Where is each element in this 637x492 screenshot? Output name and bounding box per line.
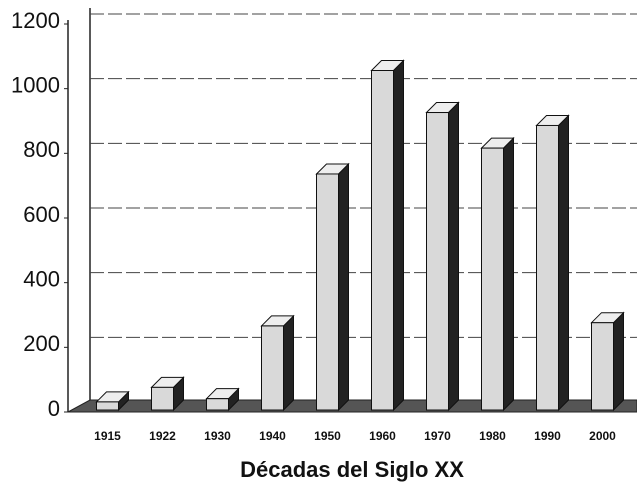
x-tick-label: 1922 [149, 429, 176, 443]
y-tick-label: 800 [23, 137, 60, 162]
y-tick-label: 0 [48, 396, 60, 421]
y-tick-label: 600 [23, 202, 60, 227]
x-tick-label: 1980 [479, 429, 506, 443]
x-tick-label: 1990 [534, 429, 561, 443]
x-tick-label: 2000 [589, 429, 616, 443]
bar-side [283, 314, 294, 412]
bar [371, 70, 394, 411]
bar [591, 322, 614, 411]
bar-side [503, 136, 514, 412]
bar [151, 386, 174, 411]
bar [536, 124, 559, 411]
bar-side [558, 114, 569, 412]
y-tick-label: 1000 [11, 72, 60, 97]
x-tick-label: 1930 [204, 429, 231, 443]
x-tick-label: 1970 [424, 429, 451, 443]
bar [261, 325, 284, 411]
bar [481, 147, 504, 411]
x-axis-title: Décadas del Siglo XX [240, 457, 464, 482]
y-tick-label: 200 [23, 331, 60, 356]
x-tick-label: 1950 [314, 429, 341, 443]
x-tick-label: 1915 [94, 429, 121, 443]
y-tick-label: 1200 [11, 8, 60, 33]
bar-side [448, 101, 459, 412]
x-tick-label: 1960 [369, 429, 396, 443]
bar [316, 173, 339, 411]
bar-side [393, 59, 404, 412]
bar-side [613, 311, 624, 412]
bar [96, 401, 119, 411]
bar [426, 112, 449, 411]
x-tick-label: 1940 [259, 429, 286, 443]
y-tick-label: 400 [23, 266, 60, 291]
bar-side [338, 162, 349, 412]
bar [206, 398, 229, 411]
